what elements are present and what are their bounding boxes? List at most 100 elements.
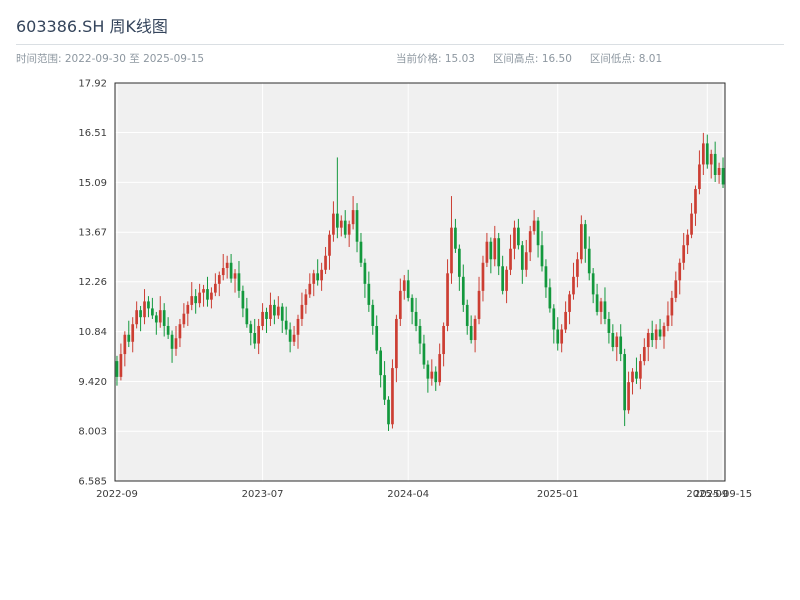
candle-down xyxy=(375,325,379,351)
candle-up xyxy=(308,283,312,295)
candle-up xyxy=(257,325,260,344)
candle-up xyxy=(217,275,221,284)
candle-down xyxy=(458,248,461,277)
candle-up xyxy=(304,294,308,305)
candle-down xyxy=(607,318,611,334)
candle-up xyxy=(682,245,686,263)
candle-down xyxy=(127,334,131,342)
y-axis-label: 9.420 xyxy=(78,377,107,388)
candle-down xyxy=(147,301,150,309)
candle-down xyxy=(280,306,284,321)
candle-up xyxy=(666,315,670,326)
candle-up xyxy=(442,325,445,355)
candle-up xyxy=(269,304,272,319)
x-axis-label: 2022-09 xyxy=(96,489,138,500)
candle-up xyxy=(225,262,229,269)
candle-down xyxy=(721,167,725,185)
candle-down xyxy=(517,227,520,246)
candle-up xyxy=(642,347,646,362)
candle-up xyxy=(174,338,178,349)
candle-up xyxy=(402,280,406,291)
candle-down xyxy=(658,329,662,337)
candle-up xyxy=(646,333,650,348)
plot-frame xyxy=(114,82,726,482)
candle-up xyxy=(123,334,127,355)
candle-up xyxy=(564,311,567,330)
candle-down xyxy=(603,301,607,319)
candle-down xyxy=(371,304,375,326)
candle-up xyxy=(210,292,213,300)
candle-up xyxy=(572,276,575,295)
candle-up xyxy=(395,318,398,369)
candle-up xyxy=(627,382,630,411)
candle-up xyxy=(186,304,190,314)
candle-down xyxy=(540,245,544,267)
y-axis-label: 15.09 xyxy=(78,178,107,189)
candle-up xyxy=(339,220,343,228)
candle-down xyxy=(288,329,292,342)
candle-up xyxy=(599,301,603,312)
candle-up xyxy=(674,280,678,298)
candle-down xyxy=(587,248,591,274)
candle-up xyxy=(678,262,682,281)
candle-up xyxy=(312,273,316,284)
candle-up xyxy=(391,368,394,425)
candle-up xyxy=(178,324,182,339)
candle-down xyxy=(465,304,469,326)
candle-up xyxy=(698,164,701,190)
candle-up xyxy=(292,334,296,342)
x-axis-label: 2024-04 xyxy=(387,489,429,500)
candle-down xyxy=(611,333,615,348)
candle-down xyxy=(316,273,320,281)
candle-up xyxy=(717,167,721,175)
candle-down xyxy=(406,280,410,298)
candle-down xyxy=(166,325,170,335)
candle-up xyxy=(568,294,571,312)
candle-up xyxy=(576,259,579,277)
candle-up xyxy=(505,269,508,291)
candle-up xyxy=(190,296,194,305)
candle-up xyxy=(493,238,497,260)
candle-down xyxy=(336,213,339,228)
candle-down xyxy=(489,241,493,260)
kline-chart: 6.585 8.003 9.420 10.84 12.26 13.67 15.09 16.51… xyxy=(78,79,752,501)
candle-down xyxy=(359,241,363,263)
candle-down xyxy=(426,364,430,379)
candle-down xyxy=(194,296,198,304)
candle-up xyxy=(398,290,402,319)
candle-down xyxy=(343,220,347,235)
candle-up xyxy=(446,273,449,326)
candle-up xyxy=(509,248,512,270)
candle-down xyxy=(151,308,154,316)
y-axis-label: 12.26 xyxy=(78,277,107,288)
candle-up xyxy=(328,234,331,256)
y-axis-label: 16.51 xyxy=(78,128,107,139)
candle-up xyxy=(119,354,123,377)
candle-up xyxy=(694,189,697,214)
candle-up xyxy=(135,310,138,325)
candle-up xyxy=(473,318,477,341)
candle-down xyxy=(520,245,524,270)
candle-up xyxy=(438,354,442,383)
candle-down xyxy=(595,294,599,312)
range-high-label: 区间高点: 16.50 xyxy=(492,53,572,65)
candle-down xyxy=(154,315,158,323)
candle-up xyxy=(670,297,674,316)
candle-up xyxy=(513,227,516,249)
candle-down xyxy=(461,276,465,305)
candle-up xyxy=(580,224,583,260)
candle-down xyxy=(237,273,241,291)
candle-up xyxy=(332,213,335,235)
page-title: 603386.SH 周K线图 xyxy=(16,17,168,36)
candle-down xyxy=(170,334,174,349)
candle-up xyxy=(221,268,225,276)
candle-up xyxy=(532,220,536,232)
candle-down xyxy=(206,289,209,300)
y-axis-label: 17.92 xyxy=(78,79,107,90)
candle-down xyxy=(115,361,119,377)
candle-down xyxy=(367,283,371,305)
candle-up xyxy=(654,329,658,341)
candle-down xyxy=(635,371,638,379)
candle-down xyxy=(410,297,414,312)
candle-down xyxy=(501,266,504,291)
